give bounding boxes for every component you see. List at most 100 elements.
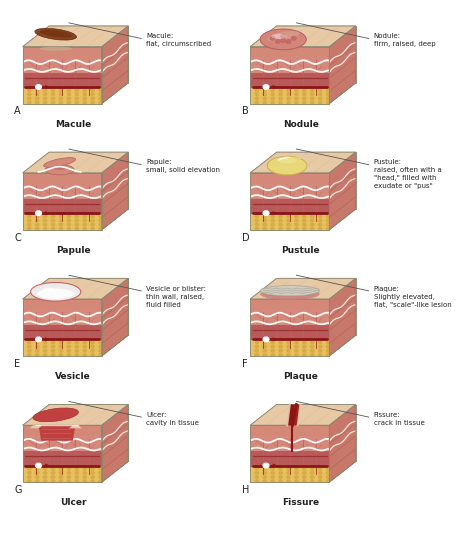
Circle shape [44,471,47,474]
Circle shape [326,97,330,100]
Circle shape [281,39,285,42]
Circle shape [91,223,94,226]
Circle shape [279,215,282,217]
Circle shape [83,350,86,352]
Circle shape [255,215,258,217]
Circle shape [287,476,290,478]
Circle shape [27,345,31,348]
Circle shape [287,93,290,96]
Polygon shape [329,72,356,104]
Circle shape [67,93,71,96]
Circle shape [271,223,274,226]
Circle shape [59,101,63,104]
Ellipse shape [264,291,315,296]
Circle shape [287,215,290,217]
Circle shape [255,97,258,100]
Circle shape [275,40,280,43]
Circle shape [326,215,330,217]
Circle shape [91,227,94,230]
Circle shape [51,341,55,344]
Circle shape [287,101,290,104]
Circle shape [310,480,314,482]
Circle shape [287,350,290,352]
Circle shape [263,85,269,89]
Ellipse shape [45,164,74,175]
Circle shape [67,480,71,482]
Text: D: D [242,233,249,243]
Polygon shape [329,152,356,230]
Circle shape [255,93,258,96]
Ellipse shape [37,289,74,299]
Circle shape [302,223,306,226]
Circle shape [319,223,322,226]
Polygon shape [102,451,128,482]
Circle shape [99,350,102,352]
Polygon shape [287,404,295,425]
Circle shape [271,471,274,474]
Circle shape [319,480,322,482]
Circle shape [91,345,94,348]
Circle shape [36,219,39,222]
Circle shape [99,89,102,91]
Circle shape [36,467,39,470]
Circle shape [302,93,306,96]
Circle shape [310,471,314,474]
Circle shape [83,467,86,470]
Circle shape [302,467,306,470]
Circle shape [91,341,94,344]
Circle shape [287,341,290,344]
Ellipse shape [36,295,75,301]
Circle shape [27,480,31,482]
Circle shape [295,93,298,96]
Circle shape [295,89,298,91]
Polygon shape [329,325,356,356]
Circle shape [319,476,322,478]
Ellipse shape [39,47,72,51]
Circle shape [295,341,298,344]
Polygon shape [69,425,82,429]
Circle shape [83,341,86,344]
Polygon shape [250,72,329,88]
Circle shape [36,480,39,482]
Circle shape [59,93,63,96]
Circle shape [59,471,63,474]
Ellipse shape [267,31,299,41]
Circle shape [27,350,31,352]
Circle shape [255,480,258,482]
Circle shape [67,350,71,352]
Circle shape [279,350,282,352]
Polygon shape [23,404,128,425]
Text: Pustule:
raised, often with a
"head," filled with
exudate or "pus": Pustule: raised, often with a "head," fi… [374,159,441,190]
Polygon shape [102,199,128,230]
Polygon shape [250,152,356,173]
Circle shape [271,476,274,478]
Circle shape [326,93,330,96]
Circle shape [295,227,298,230]
Circle shape [319,215,322,217]
Circle shape [59,97,63,100]
Circle shape [255,350,258,352]
Circle shape [287,353,290,356]
Circle shape [302,476,306,478]
Polygon shape [45,337,50,342]
Circle shape [99,101,102,104]
Circle shape [279,345,282,348]
Circle shape [59,350,63,352]
Circle shape [67,476,71,478]
Circle shape [263,337,269,342]
Polygon shape [250,26,356,47]
Circle shape [255,353,258,356]
Circle shape [36,341,39,344]
Circle shape [83,215,86,217]
Circle shape [99,345,102,348]
Polygon shape [329,451,356,482]
Circle shape [263,350,266,352]
Text: E: E [14,359,20,369]
Circle shape [302,350,306,352]
Circle shape [99,476,102,478]
Polygon shape [329,199,356,230]
Polygon shape [23,278,128,299]
Circle shape [326,89,330,91]
Circle shape [36,223,39,226]
Ellipse shape [44,158,76,168]
